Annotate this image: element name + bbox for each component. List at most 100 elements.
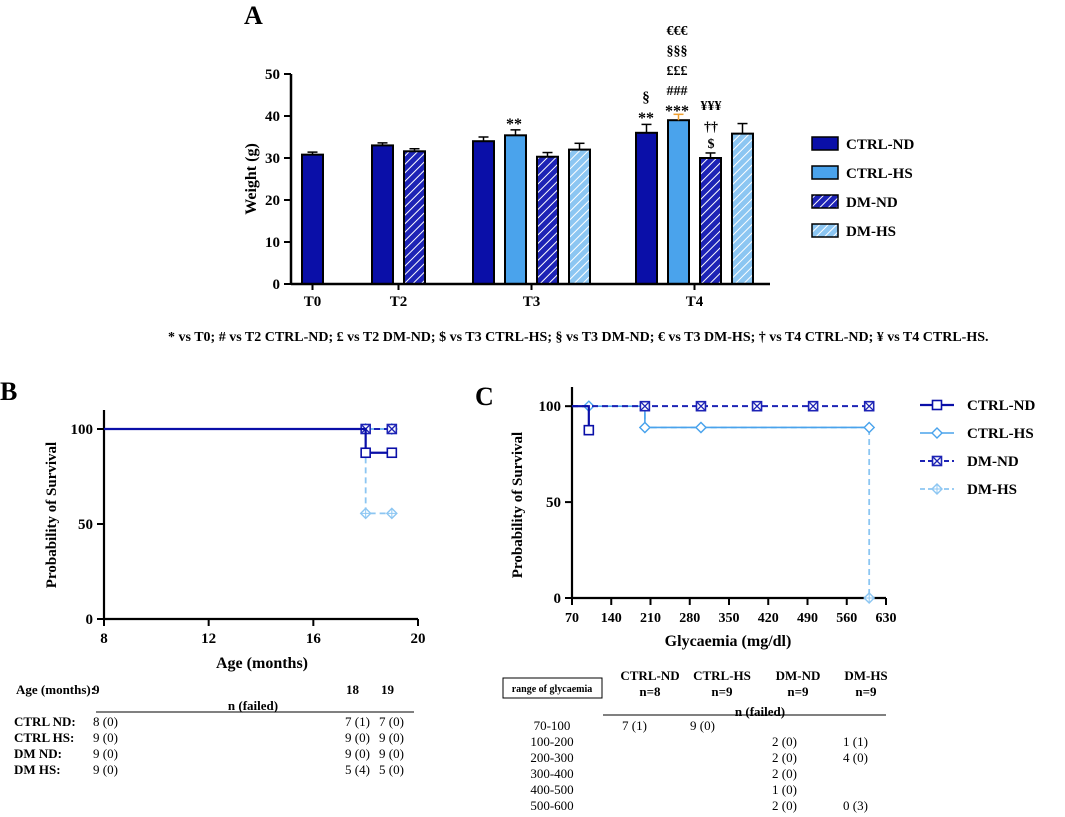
legend-c-marker-0 [931, 399, 943, 411]
chart-c-axes: 0 50 100 70 140 210 280 350 420 490 560 630 [539, 387, 897, 626]
legend-a-swatch-dm-nd [811, 194, 839, 209]
table-c-cell-4-2: 1 (0) [772, 782, 797, 797]
chart-c-marker-dm-nd-400-cross [752, 401, 762, 412]
table-b-cell-2-2: 9 (0) [379, 746, 404, 761]
chart-c-line-ctrl-hs [572, 405, 870, 429]
chart-a-ytick-label-20: 20 [265, 193, 280, 209]
chart-c-xtick-label-630: 630 [876, 611, 897, 626]
chart-c-marker-ctrl-hs-200 [638, 421, 651, 434]
chart-b-marker-ctrl-nd-18 [360, 447, 371, 459]
chart-b-xlabel: Age (months) [216, 655, 308, 672]
table-c-range-2: 200-300 [530, 750, 573, 765]
chart-c-marker-dm-hs-600-cross [864, 593, 875, 603]
chart-b-xtick-label-8: 8 [100, 631, 108, 647]
table-c-cell-5-2: 2 (0) [772, 798, 797, 813]
chart-c-xtick-label-70: 70 [565, 611, 579, 626]
table-b-cell-2-1: 9 (0) [345, 746, 370, 761]
legend-c-ctrl-hs: CTRL-HS [967, 426, 1034, 442]
chart-c-marker-dm-hs-600 [863, 592, 876, 604]
chart-b-marker-ctrl-nd-18-shape [360, 447, 371, 459]
panel-a-label: A [244, 1, 263, 30]
chart-b-line-ctrl-nd [104, 427, 392, 454]
chart-b-axes: 0 50 100 8 12 16 20 [71, 410, 426, 647]
chart-c-ytick-label-100: 100 [539, 399, 562, 415]
table-b-row-label-2: DM ND: [14, 746, 62, 761]
annotation-t4-dm-nd-2: †† [704, 120, 718, 135]
chart-c-xtick-label-140: 140 [601, 611, 622, 626]
table-b-cell-0-1: 7 (1) [345, 714, 370, 729]
bar-dm-nd-t3 [536, 155, 559, 286]
annotation-t4-ctrl-nd-2: ** [638, 110, 654, 127]
chart-c-lines [572, 400, 876, 604]
table-b-time-18: 18 [346, 682, 360, 697]
table-c-n-0: n=8 [639, 684, 661, 699]
legend-c-dm-nd: DM-ND [967, 454, 1019, 470]
table-c-cell-0-0: 7 (1) [622, 718, 647, 733]
chart-c-marker-dm-nd-500 [807, 400, 819, 412]
legend-a-ctrl-nd: CTRL-ND [846, 137, 915, 153]
legend-c-marker-3-cross [932, 484, 942, 494]
bar-dm-nd-t2 [403, 150, 426, 285]
chart-c-xtick-label-210: 210 [640, 611, 661, 626]
legend-c-ctrl-nd: CTRL-ND [967, 398, 1036, 414]
table-b-rows: CTRL ND: 8 (0) 7 (1) 7 (0)CTRL HS: 9 (0) 9 (0… [14, 714, 404, 777]
panel-b-label: B [0, 377, 17, 406]
chart-c-line-dm-hs [572, 405, 871, 598]
table-b-time-9: 9 [93, 682, 100, 697]
chart-a-ytick-label-10: 10 [265, 235, 280, 251]
chart-a-legend: CTRL-ND CTRL-HS DM-ND DM-HS [811, 136, 915, 240]
chart-a-footnote: * vs T0; # vs T2 CTRL-ND; £ vs T2 DM-ND;… [168, 330, 989, 345]
chart-b-marker-dm-hs-18 [359, 507, 372, 520]
legend-c-marker-2-cross [932, 456, 942, 466]
chart-b-lines [104, 423, 398, 520]
chart-c-marker-ctrl-nd-100 [583, 424, 595, 436]
chart-a-bars [301, 113, 754, 286]
chart-a-ytick-label-30: 30 [265, 151, 280, 167]
legend-a-swatch-ctrl-hs [811, 165, 839, 180]
chart-b-xtick-label-12: 12 [201, 631, 216, 647]
table-b-subheader: n (failed) [228, 698, 278, 713]
chart-b-marker-ctrl-nd-19 [386, 447, 398, 459]
annotation-t4-ctrl-hs-1: €€€ [667, 24, 688, 39]
legend-a-dm-hs: DM-HS [846, 224, 896, 240]
chart-c-xtick-label-280: 280 [679, 611, 700, 626]
table-b-time-19: 19 [381, 682, 395, 697]
bar-ctrl-hs-t4 [667, 119, 690, 285]
legend-c-marker-3 [931, 483, 943, 495]
chart-c-marker-dm-nd-300 [695, 400, 707, 412]
table-b-cell-1-1: 9 (0) [345, 730, 370, 745]
table-b-header-label: Age (months): [16, 682, 95, 697]
chart-c-marker-ctrl-nd-100-shape [583, 424, 595, 436]
table-c-n-1: n=9 [711, 684, 733, 699]
chart-c-ytick-label-50: 50 [546, 495, 561, 511]
table-c-range-label: range of glycaemia [512, 684, 593, 695]
legend-c-dm-hs: DM-HS [967, 482, 1017, 498]
chart-b-ylabel: Probability of Survival [44, 442, 60, 588]
chart-c-marker-ctrl-hs-300-shape [694, 421, 707, 434]
legend-c-marker-1 [931, 427, 943, 439]
chart-c-marker-ctrl-hs-600-shape [863, 421, 876, 434]
legend-c-marker-2 [931, 455, 943, 467]
table-b-row-label-0: CTRL ND: [14, 714, 76, 729]
chart-b-marker-dm-nd-19-cross [386, 424, 397, 434]
bar-ctrl-nd-t0 [301, 153, 324, 285]
chart-b-xtick-label-20: 20 [411, 631, 426, 647]
table-c-group-1: CTRL-HS [693, 668, 751, 683]
chart-b-ytick-label-100: 100 [71, 422, 94, 438]
annotation-t4-ctrl-hs-3: £££ [667, 64, 688, 79]
table-c-n-2: n=9 [787, 684, 809, 699]
bar-ctrl-nd-t2 [371, 144, 394, 285]
table-b-cell-0-0: 8 (0) [93, 714, 118, 729]
annotation-t4-ctrl-hs-2: §§§ [667, 44, 688, 59]
chart-a-x-axis: T0 T2 T3 T4 [291, 282, 770, 310]
legend-a-dm-nd: DM-ND [846, 195, 898, 211]
annotation-t4-ctrl-nd-1: § [642, 90, 650, 106]
chart-b-marker-dm-nd-19 [386, 423, 398, 435]
bar-ctrl-nd-t4 [635, 131, 658, 285]
chart-c-xlabel: Glycaemia (mg/dl) [665, 633, 792, 650]
chart-a-ytick-label-50: 50 [265, 67, 280, 83]
table-c-cell-1-2: 2 (0) [772, 734, 797, 749]
chart-b-ytick-label-50: 50 [78, 517, 93, 533]
